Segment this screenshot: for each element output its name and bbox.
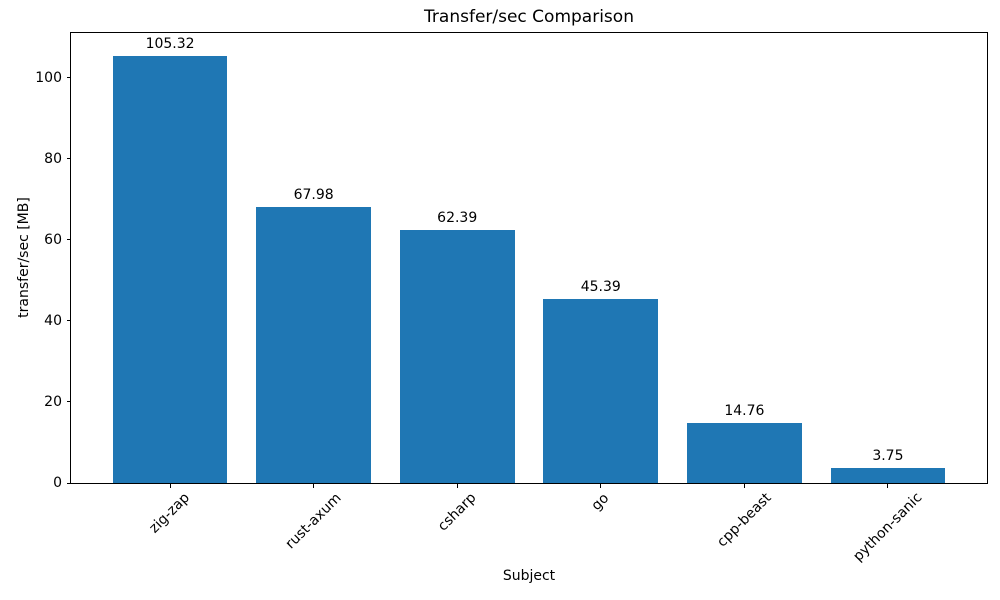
plot-area <box>70 32 988 484</box>
y-tick-label: 100 <box>35 69 62 86</box>
bar-value-label: 67.98 <box>293 187 334 204</box>
x-tick-label: csharp <box>434 489 480 535</box>
y-tick-label: 0 <box>53 475 62 491</box>
x-tick-mark <box>456 484 458 488</box>
y-tick-mark <box>67 320 71 322</box>
bar-go <box>543 299 659 483</box>
y-tick-label: 80 <box>44 150 62 167</box>
x-tick-mark <box>169 484 171 488</box>
x-tick-mark <box>743 484 745 488</box>
bar-rust-axum <box>256 207 372 483</box>
y-axis-label: transfer/sec [MB] <box>15 196 32 318</box>
x-tick-mark <box>600 484 602 488</box>
y-tick-mark <box>67 482 71 484</box>
y-tick-label: 40 <box>44 312 62 329</box>
y-tick-mark <box>67 239 71 241</box>
y-tick-mark <box>67 77 71 79</box>
x-tick-label: python-sanic <box>850 489 926 566</box>
y-tick-mark <box>67 401 71 403</box>
x-tick-label: rust-axum <box>282 490 345 553</box>
bar-value-label: 3.75 <box>872 447 904 464</box>
y-tick-label: 60 <box>44 231 62 248</box>
x-axis-label: Subject <box>502 568 556 584</box>
x-tick-mark <box>887 484 889 488</box>
bar-csharp <box>399 230 515 483</box>
x-tick-mark <box>313 484 315 488</box>
bar-value-label: 45.39 <box>580 278 621 295</box>
bar-value-label: 62.39 <box>437 210 478 227</box>
bar-python-sanic <box>830 467 946 483</box>
x-tick-label: cpp-beast <box>714 489 775 551</box>
y-tick-label: 20 <box>44 393 62 410</box>
chart-title: Transfer/sec Comparison <box>424 7 634 27</box>
y-tick-mark <box>67 158 71 160</box>
x-tick-label: go <box>588 489 613 514</box>
bar-cpp-beast <box>686 423 802 483</box>
x-tick-label: zig-zap <box>146 489 194 537</box>
bar-zig-zap <box>112 56 228 483</box>
bar-value-label: 105.32 <box>145 36 195 53</box>
bar-value-label: 14.76 <box>724 403 765 420</box>
